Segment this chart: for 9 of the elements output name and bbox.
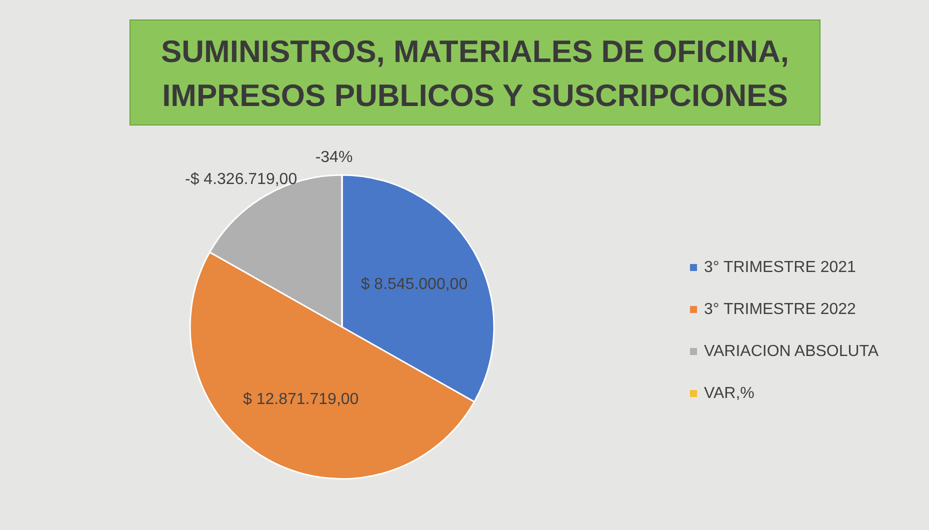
legend-label: VARIACION ABSOLUTA (704, 343, 879, 360)
data-label: $ 12.871.719,00 (243, 390, 359, 408)
chart-title: SUMINISTROS, MATERIALES DE OFICINA, IMPRESOS PUBLICOS Y SUSCRIPCIONES (160, 34, 790, 113)
legend-label: VAR,% (704, 385, 754, 402)
data-label: $ 8.545.000,00 (360, 276, 468, 294)
text: -$ 4.326.719,00 (185, 171, 298, 188)
legend-label: 3° TRIMESTRE 2022 (704, 301, 856, 318)
legend-label: 3° TRIMESTRE 2021 (704, 259, 856, 276)
text: -34% (315, 149, 353, 166)
